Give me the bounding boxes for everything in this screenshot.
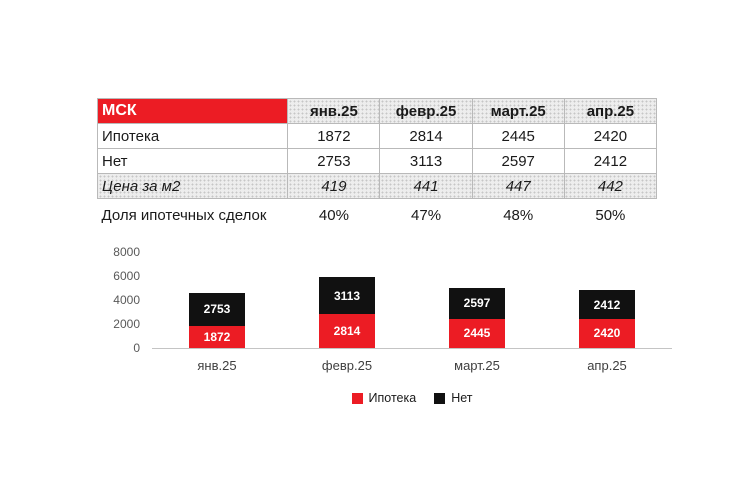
table-cell: 2597 [471,148,565,174]
stacked-bar-февр.25: 3113 2814 [319,276,375,348]
table-row-no-mortgage: Нет 2753 3113 2597 2412 [96,148,658,174]
legend-label: Ипотека [368,391,417,405]
bar-value-label: 3113 [333,288,361,303]
table-cell: 47% [379,198,473,227]
table-header-row: МСК янв.25 февр.25 март.25 апр.25 [96,98,658,124]
bar-value-label: 2445 [463,326,491,341]
row-label: Ипотека [96,123,289,149]
table-cell: 1872 [287,123,381,149]
bar-segment-Нет: 3113 [319,276,375,315]
col-header-jan: янв.25 [287,98,381,124]
col-header-mar: март.25 [471,98,565,124]
table-cell: 2753 [287,148,381,174]
y-tick-label: 4000 [113,293,140,307]
table-title-cell: МСК [96,98,289,124]
stacked-bar-янв.25: 2753 1872 [189,292,245,348]
row-label: Доля ипотечных сделок [97,198,288,227]
y-axis: 0 2000 4000 6000 8000 [100,245,152,355]
stacked-bar-апр.25: 2412 2420 [579,290,635,348]
bar-value-label: 2420 [593,326,621,341]
y-tick-label: 0 [133,341,140,355]
table-cell: 48% [472,198,565,227]
legend-swatch-red-icon [351,392,363,404]
x-axis: янв.25 февр.25 март.25 апр.25 [152,349,672,373]
x-axis-label: февр.25 [321,358,373,373]
summary-table-wrap: МСК янв.25 февр.25 март.25 апр.25 Ипотек… [96,98,658,227]
y-tick-label: 6000 [113,269,140,283]
table-cell: 40% [287,198,380,227]
y-tick-label: 8000 [113,245,140,259]
table-cell: 447 [471,173,565,199]
legend: Ипотека Нет [152,391,672,405]
bar-value-label: 2814 [333,324,361,339]
bar-value-label: 2412 [593,297,621,312]
legend-item-net: Нет [434,391,472,405]
table-row-price-m2: Цена за м2 419 441 447 442 [96,173,658,199]
bar-slot: 2753 1872 [152,252,282,348]
bar-slot: 2412 2420 [542,252,672,348]
legend-label: Нет [451,391,473,405]
row-label: Цена за м2 [96,173,289,199]
table-cell: 2814 [379,123,473,149]
summary-table: МСК янв.25 февр.25 март.25 апр.25 Ипотек… [96,98,658,227]
legend-item-ipoteka: Ипотека [351,391,417,405]
table-cell: 3113 [379,148,473,174]
bar-segment-Ипотека: 2445 [449,318,505,348]
bar-segment-Нет: 2412 [579,290,635,319]
bar-segment-Нет: 2753 [189,292,245,326]
bar-slot: 2597 2445 [412,252,542,348]
x-axis-label: март.25 [454,358,500,373]
bar-slot: 3113 2814 [282,252,412,348]
bar-segment-Ипотека: 2814 [319,314,375,348]
table-row-mortgage-share: Доля ипотечных сделок 40% 47% 48% 50% [97,198,657,227]
bar-segment-Ипотека: 1872 [189,325,245,348]
bar-value-label: 2753 [203,302,231,317]
bar-value-label: 2597 [463,296,491,311]
table-cell: 2445 [471,123,565,149]
legend-swatch-black-icon [434,392,446,404]
y-tick-label: 2000 [113,317,140,331]
table-cell: 419 [287,173,381,199]
chart-body: 0 2000 4000 6000 8000 2753 1872 3113 2814 2597 24… [100,245,672,355]
bar-segment-Нет: 2597 [449,287,505,319]
table-cell: 442 [563,173,658,199]
table-cell: 2412 [563,148,658,174]
bar-value-label: 1872 [203,329,231,344]
x-axis-label: янв.25 [197,358,237,373]
table-cell: 50% [564,198,657,227]
x-axis-label: апр.25 [587,358,627,373]
col-header-feb: февр.25 [379,98,473,124]
table-cell: 2420 [563,123,658,149]
row-label: Нет [96,148,289,174]
stacked-bar-март.25: 2597 2445 [449,287,505,348]
bar-segment-Ипотека: 2420 [579,318,635,348]
plot-area: 2753 1872 3113 2814 2597 2445 2412 2420 [152,252,672,349]
stacked-bar-chart: 0 2000 4000 6000 8000 2753 1872 3113 2814 2597 24… [100,245,672,405]
table-cell: 441 [379,173,473,199]
col-header-apr: апр.25 [563,98,658,124]
table-row-mortgage: Ипотека 1872 2814 2445 2420 [96,123,658,149]
